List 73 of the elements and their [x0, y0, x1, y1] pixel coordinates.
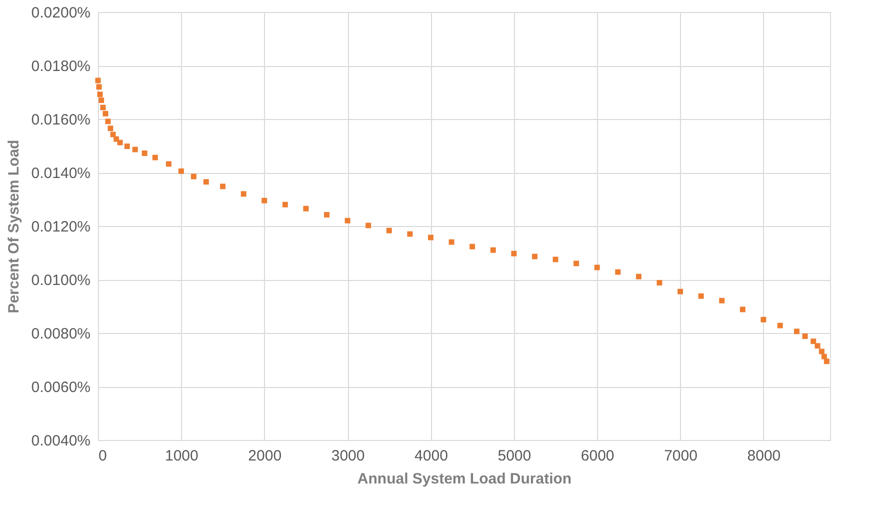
point	[407, 231, 413, 237]
y-tick-label: 0.0160%	[31, 112, 90, 128]
point	[190, 174, 196, 180]
point	[810, 338, 816, 344]
point	[740, 306, 746, 312]
y-tick-label: 0.0080%	[31, 326, 90, 342]
point	[142, 150, 148, 156]
y-tick-label: 0.0200%	[31, 4, 90, 22]
point	[114, 136, 120, 142]
point	[532, 254, 538, 260]
y-tick-label: 0.0060%	[31, 379, 90, 396]
x-tick-label: 3000	[331, 448, 365, 464]
point	[108, 126, 114, 132]
point	[428, 234, 434, 240]
point	[814, 343, 820, 349]
point	[303, 206, 309, 212]
point	[636, 274, 642, 280]
x-tick-label: 7000	[664, 448, 698, 464]
x-tick-label: 8000	[747, 448, 781, 464]
point	[97, 92, 103, 98]
point	[152, 154, 158, 160]
x-tick-label: 4000	[414, 448, 448, 464]
point	[698, 293, 704, 299]
y-tick-label: 0.0120%	[31, 218, 90, 236]
point	[240, 191, 246, 197]
point	[594, 264, 600, 270]
point	[262, 198, 268, 204]
x-tick-label: 2000	[248, 448, 282, 464]
point	[760, 316, 766, 322]
point	[448, 239, 454, 245]
point	[511, 250, 517, 256]
point	[821, 354, 827, 360]
point	[102, 110, 108, 116]
point	[552, 256, 558, 262]
point	[178, 168, 184, 174]
point	[324, 212, 330, 218]
x-tick-label: 0	[98, 448, 107, 464]
point	[132, 146, 138, 152]
y-tick-label: 0.0100%	[31, 272, 90, 289]
point	[777, 322, 783, 328]
point	[117, 140, 123, 146]
x-tick-label: 5000	[498, 448, 532, 464]
point	[470, 244, 476, 250]
point	[344, 218, 350, 224]
point	[794, 328, 800, 334]
y-axis-title: Percent Of System Load	[5, 140, 22, 314]
x-tick-label: 6000	[580, 448, 614, 464]
point	[719, 298, 725, 304]
point	[98, 98, 104, 104]
point	[282, 202, 288, 208]
point	[678, 288, 684, 294]
x-tick-label: 1000	[164, 448, 198, 464]
point	[366, 222, 372, 228]
point	[386, 228, 392, 234]
point	[95, 78, 101, 84]
point	[105, 118, 111, 124]
point	[110, 132, 116, 138]
point	[166, 161, 172, 167]
point	[124, 144, 130, 150]
point	[220, 184, 226, 190]
y-tick-label: 0.0180%	[31, 58, 90, 75]
point	[203, 179, 209, 185]
point	[802, 333, 808, 339]
point	[656, 280, 662, 286]
point	[615, 269, 621, 275]
y-tick-label: 0.0140%	[31, 165, 90, 182]
point	[574, 260, 580, 266]
x-axis-title: Annual System Load Duration	[357, 470, 572, 488]
point	[490, 247, 496, 253]
point	[818, 348, 824, 354]
point	[824, 358, 830, 364]
point	[96, 84, 102, 90]
y-tick-label: 0.0040%	[31, 432, 90, 450]
